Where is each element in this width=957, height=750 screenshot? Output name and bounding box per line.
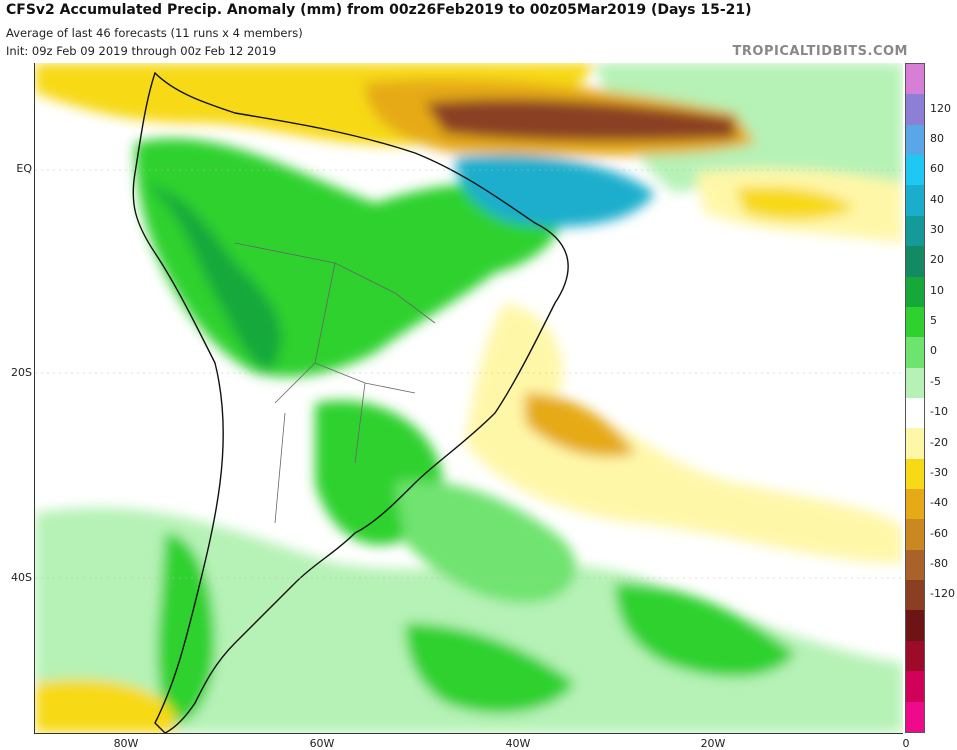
lon-label-20w: 20W [700, 737, 726, 750]
legend-swatch [906, 94, 924, 125]
map-title: CFSv2 Accumulated Precip. Anomaly (mm) f… [6, 2, 752, 18]
strong-dry-equatorial-atlantic [425, 98, 735, 142]
legend-swatch [906, 489, 924, 520]
lon-label-40w: 40W [505, 737, 531, 750]
legend-swatch [906, 276, 924, 307]
wet-anomaly-uruguay-atlantic [395, 481, 577, 603]
legend-swatch [906, 640, 924, 672]
forecast-average-subtitle: Average of last 46 forecasts (11 runs x … [6, 26, 303, 40]
wet-anomaly-south-atlantic-40s [405, 623, 575, 714]
legend-label: 30 [930, 223, 944, 236]
dry-anomaly-sw-atlantic-core [525, 393, 635, 457]
legend-label: 5 [930, 314, 937, 328]
lon-label-60w: 60W [309, 737, 335, 750]
wet-anomaly-andes [145, 183, 282, 370]
lon-label-80w: 80W [113, 737, 139, 750]
legend-swatch [906, 155, 924, 186]
lon-label-0: 0 [902, 737, 910, 750]
legend-swatch [906, 701, 924, 732]
wet-anomaly-south-atlantic [35, 507, 903, 733]
legend-label: -30 [930, 465, 948, 479]
legend-swatch [906, 580, 924, 611]
anomaly-map [34, 63, 903, 734]
dry-anomaly-east-atlantic-core [735, 186, 855, 220]
lat-label-20s: 20S [11, 366, 32, 379]
legend-swatch [906, 549, 924, 581]
dry-anomaly-south-tip [35, 679, 175, 733]
legend-label: -20 [930, 435, 948, 449]
legend-label: 40 [930, 192, 944, 206]
init-time-subtitle: Init: 09z Feb 09 2019 through 00z Feb 12… [6, 44, 277, 58]
legend-label: -5 [930, 374, 941, 388]
legend-swatch [906, 458, 924, 490]
legend-label: -40 [930, 496, 948, 510]
legend-swatch [906, 428, 924, 459]
legend-swatch [906, 64, 924, 95]
wet-anomaly-nw-atlantic [595, 63, 903, 196]
dry-anomaly-east-brazil [465, 303, 903, 563]
legend-swatch [906, 610, 924, 641]
legend-swatch [906, 215, 924, 247]
legend-label: -60 [930, 526, 948, 540]
lat-label-40s: 40S [11, 571, 32, 584]
legend-swatch [906, 185, 924, 216]
legend-swatch [906, 397, 924, 429]
legend-swatch [906, 246, 924, 277]
legend-label: 120 [930, 101, 951, 115]
legend-label: 60 [930, 162, 944, 176]
color-scale-legend [905, 63, 925, 733]
lat-label-eq: EQ [16, 162, 32, 175]
legend-label: -120 [930, 587, 955, 601]
country-borders [234, 242, 436, 524]
anomaly-map-canvas [35, 63, 903, 733]
wet-anomaly-south-atlantic-east [615, 583, 795, 677]
legend-label: -80 [930, 557, 948, 570]
brand-watermark: TROPICALTIDBITS.COM [732, 44, 908, 59]
legend-swatch [906, 306, 924, 338]
legend-label: 80 [930, 131, 944, 145]
legend-label: 20 [930, 253, 944, 267]
legend-swatch [906, 519, 924, 550]
legend-label: 0 [930, 344, 937, 358]
legend-swatch [906, 337, 924, 368]
legend-swatch [906, 124, 924, 156]
legend-swatch [906, 671, 924, 702]
wet-anomaly-amazon-mouth [455, 154, 655, 227]
legend-swatch [906, 367, 924, 398]
map-graticule [35, 169, 903, 579]
south-america-coastline [132, 71, 569, 733]
legend-label: 10 [930, 283, 944, 297]
legend-label: -10 [930, 405, 948, 419]
